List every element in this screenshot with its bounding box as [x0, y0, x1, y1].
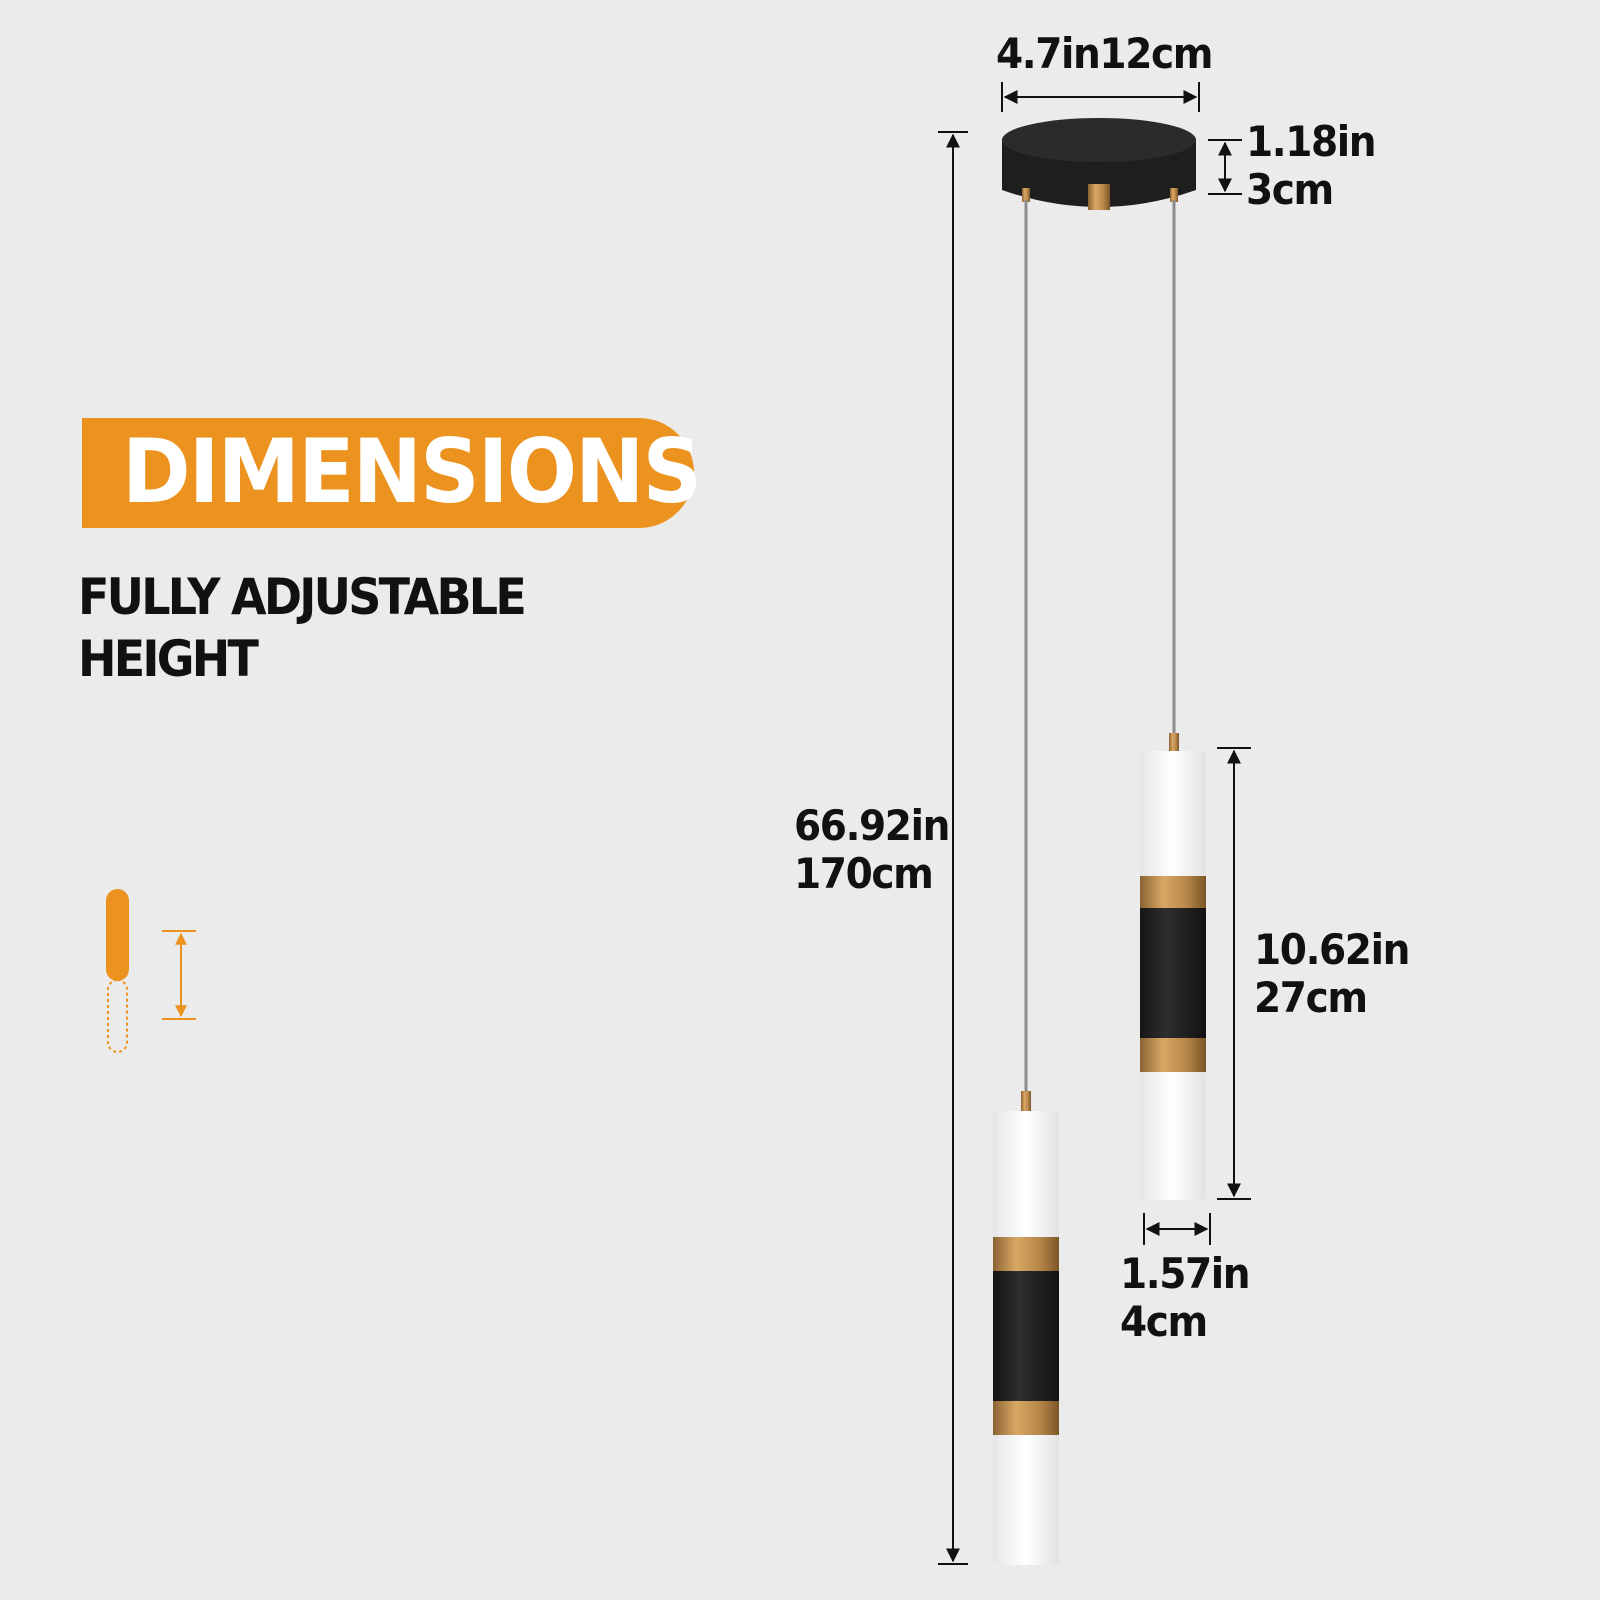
- canopy-height-in: 1.18in: [1246, 117, 1377, 166]
- canopy-width-dimension-line: [1001, 82, 1200, 112]
- shade-diameter-dimension-line: [1143, 1213, 1211, 1245]
- shade-diameter-label: 1.57in 4cm: [1120, 1249, 1251, 1346]
- overall-height-label: 66.92in 170cm: [794, 801, 950, 898]
- banner-title: DIMENSIONS: [122, 420, 702, 523]
- canopy-height-dimension-line: [1208, 139, 1242, 195]
- shade-length-in: 10.62in: [1254, 925, 1410, 974]
- adjustable-height-subtitle: FULLY ADJUSTABLE HEIGHT: [78, 566, 527, 690]
- shade-length-dimension-line: [1217, 747, 1251, 1200]
- left-pendant: [993, 1091, 1059, 1565]
- dimensions-banner: DIMENSIONS: [82, 418, 702, 528]
- overall-height-dimension-line: [938, 131, 968, 1565]
- shade-length-label: 10.62in 27cm: [1254, 925, 1410, 1022]
- ceiling-canopy: [1002, 118, 1196, 210]
- shade-diameter-cm: 4cm: [1120, 1297, 1208, 1346]
- canopy-width-value: 4.7in12cm: [996, 29, 1213, 78]
- overall-height-in: 66.92in: [794, 801, 950, 850]
- shade-length-cm: 27cm: [1254, 973, 1368, 1022]
- right-pendant: [1140, 733, 1206, 1200]
- canopy-width-label: 4.7in12cm: [996, 29, 1213, 78]
- adjustable-height-icon: [106, 889, 196, 1053]
- overall-height-cm: 170cm: [794, 849, 934, 898]
- shade-diameter-in: 1.57in: [1120, 1249, 1251, 1298]
- canopy-height-cm: 3cm: [1246, 165, 1334, 214]
- subtitle-line-2: HEIGHT: [78, 630, 259, 688]
- canopy-height-label: 1.18in 3cm: [1246, 117, 1377, 214]
- subtitle-line-1: FULLY ADJUSTABLE: [78, 568, 527, 626]
